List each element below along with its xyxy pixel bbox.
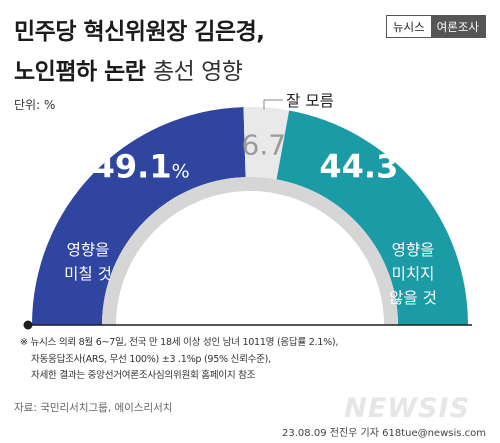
chart-baseline-dot xyxy=(23,320,33,330)
page-title-line1: 민주당 혁신위원장 김은경, xyxy=(14,19,265,45)
source-label: 자료: 국민리서치그룹, 에이스리서치 xyxy=(14,402,173,414)
credit-line: 23.08.09 전진우 기자 618tue@newsis.com xyxy=(282,428,486,439)
title-bold-part: 노인폄하 논란 xyxy=(14,59,146,85)
title-regular-part: 총선 영향 xyxy=(152,59,243,85)
value-label-0: 49.1% xyxy=(93,148,190,186)
category-label-0-line-0: 영향을 xyxy=(67,241,110,259)
chart-segment-1 xyxy=(243,107,290,180)
brand-poll: 여론조사 xyxy=(430,16,485,37)
survey-notes: ※ 뉴시스 의뢰 8월 6~7일, 전국 만 18세 이상 성인 남녀 1011… xyxy=(20,335,338,385)
notes-symbol: ※ xyxy=(20,337,28,348)
category-label-0-line-1: 미칠 것 xyxy=(64,265,112,283)
category-label-2-line-1: 미치지 xyxy=(392,265,435,283)
unit-label: 단위: % xyxy=(14,98,56,112)
category-label-2-line-2: 않을 것 xyxy=(389,289,437,307)
notes-line-1: ※ 뉴시스 의뢰 8월 6~7일, 전국 만 18세 이상 성인 남녀 1011… xyxy=(20,335,338,352)
value-label-1: 6.7 xyxy=(242,129,287,162)
chart-segment-2 xyxy=(276,110,468,325)
page-title-line2: 노인폄하 논란 총선 영향 xyxy=(14,52,243,86)
notes-text-1: 뉴시스 의뢰 8월 6~7일, 전국 만 18세 이상 성인 남녀 1011명 … xyxy=(30,337,339,348)
newsis-watermark: NEWSIS xyxy=(344,393,470,424)
chart-segment-0 xyxy=(32,107,246,325)
notes-line-3: 자세한 결과는 중앙선거여론조사심의위원회 홈페이지 참조 xyxy=(31,370,256,381)
brand-newsis: 뉴시스 xyxy=(386,16,431,37)
category-label-1: 잘 모름 xyxy=(286,92,334,110)
category-label-2-line-0: 영향을 xyxy=(392,241,435,259)
value-label-2: 44.3 xyxy=(319,148,398,186)
brand-badge: 뉴시스 여론조사 xyxy=(385,15,486,38)
notes-line-2: 자동응답조사(ARS, 무선 100%) ±3 .1%p (95% 신뢰수준), xyxy=(31,353,271,365)
